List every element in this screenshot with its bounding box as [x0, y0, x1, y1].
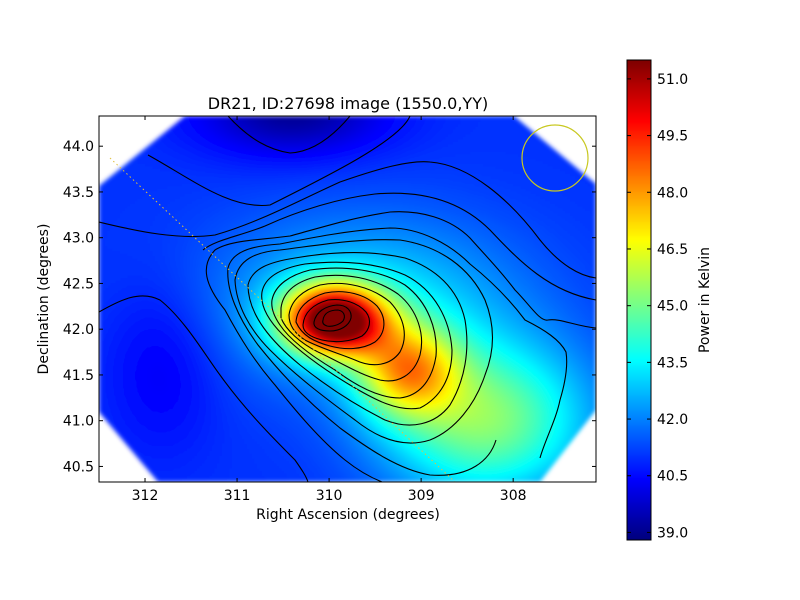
colorbar-frame [626, 59, 652, 541]
contour-line [205, 211, 596, 482]
x-tick-label: 309 [408, 488, 435, 504]
axes-frame [98, 115, 597, 483]
contour-line [99, 295, 309, 482]
y-tick-label: 40.5 [63, 459, 94, 475]
colorbar-tick-label: 39.0 [657, 525, 688, 541]
colorbar-tick-label: 43.5 [657, 355, 688, 371]
x-axis-ticks: 312 311 310 309 308 [132, 116, 527, 504]
y-tick-label: 41.0 [63, 414, 94, 430]
contour-line [288, 282, 405, 366]
colorbar-tick-label: 40.5 [657, 469, 688, 485]
colorbar-gradient [627, 60, 651, 540]
x-tick-label: 310 [316, 488, 343, 504]
contour-line [234, 239, 493, 444]
heatmap-image [99, 116, 596, 482]
contour-line [227, 227, 568, 476]
y-axis-label: Declination (degrees) [36, 224, 52, 375]
colorbar-tick-label: 49.5 [657, 129, 688, 145]
colorbar-ticks: 39.0 40.5 42.0 43.5 45.0 46.5 48.0 49.5 51.0 [627, 72, 688, 541]
y-tick-label: 42.0 [63, 322, 94, 338]
plot-area [98, 115, 597, 483]
colorbar-tick-label: 42.0 [657, 412, 688, 428]
contour-line [202, 192, 596, 301]
colorbar-tick-label: 48.0 [657, 185, 688, 201]
colorbar-tick-label: 46.5 [657, 242, 688, 258]
contour-line [322, 309, 345, 327]
colorbar-tick-label: 45.0 [657, 299, 688, 315]
y-tick-label: 44.0 [63, 139, 94, 155]
y-tick-label: 43.0 [63, 231, 94, 247]
colorbar-tick-label: 51.0 [657, 72, 688, 88]
contour-line [147, 116, 411, 207]
y-tick-label: 43.5 [63, 185, 94, 201]
colorbar: 39.0 40.5 42.0 43.5 45.0 46.5 48.0 49.5 51.0 Pow… [626, 59, 713, 541]
colorbar-label: Power in Kelvin [697, 247, 713, 353]
contour-line [261, 261, 453, 410]
x-axis-label: Right Ascension (degrees) [256, 507, 440, 523]
contour-line [227, 116, 351, 154]
contour-line [302, 299, 371, 343]
x-tick-label: 308 [500, 488, 527, 504]
contour-line [280, 274, 423, 382]
y-tick-label: 42.5 [63, 276, 94, 292]
contour-lines [99, 116, 596, 482]
contour-line [271, 267, 437, 399]
x-tick-label: 311 [224, 488, 251, 504]
contour-line [313, 304, 352, 332]
beam-circle [521, 124, 589, 192]
y-axis-ticks: 40.5 41.0 41.5 42.0 42.5 43.0 43.5 44.0 [63, 139, 596, 475]
contour-line [99, 161, 596, 279]
y-tick-label: 41.5 [63, 368, 94, 384]
contour-line [247, 252, 468, 426]
x-tick-label: 312 [132, 488, 159, 504]
contour-line [295, 291, 385, 350]
chart-title: DR21, ID:27698 image (1550.0,YY) [208, 94, 488, 113]
